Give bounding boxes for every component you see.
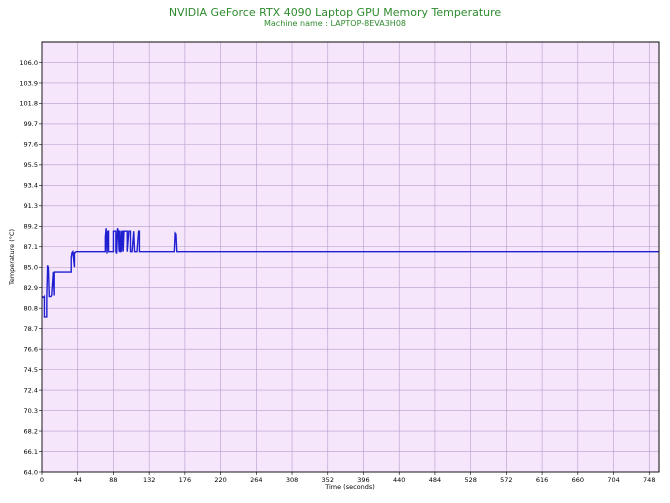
x-tick-label: 0 <box>40 476 44 484</box>
temperature-line <box>41 228 659 318</box>
chart-title: NVIDIA GeForce RTX 4090 Laptop GPU Memor… <box>168 6 502 19</box>
y-axis-ticks: 64.0 66.1 68.2 70.3 72.4 74.5 76.6 78.7 80.8 82.9… <box>19 59 42 476</box>
y-tick-label: 64.0 <box>24 468 38 476</box>
x-tick-label: 176 <box>179 476 191 484</box>
x-tick-label: 264 <box>250 476 262 484</box>
x-tick-label: 44 <box>74 476 82 484</box>
x-tick-label: 528 <box>464 476 476 484</box>
grid-lines <box>41 42 659 473</box>
y-tick-label: 72.4 <box>24 386 38 394</box>
y-tick-label: 74.5 <box>24 366 38 374</box>
y-tick-label: 78.7 <box>24 325 38 333</box>
y-tick-label: 85.0 <box>24 264 38 272</box>
x-tick-label: 748 <box>643 476 655 484</box>
y-tick-label: 99.7 <box>24 120 38 128</box>
plot-area <box>41 41 660 473</box>
x-tick-label: 352 <box>322 476 334 484</box>
x-axis-label: Time (seconds) <box>324 483 375 491</box>
x-tick-label: 484 <box>429 476 441 484</box>
x-tick-label: 308 <box>286 476 298 484</box>
x-tick-label: 572 <box>500 476 512 484</box>
x-tick-label: 88 <box>109 476 117 484</box>
x-tick-label: 704 <box>607 476 619 484</box>
y-tick-label: 70.3 <box>24 407 38 415</box>
y-tick-label: 95.5 <box>24 161 38 169</box>
x-axis-ticks: 0 44 88 132 176 220 264 308 352 396 440 484 528 572 61… <box>40 472 655 484</box>
y-tick-label: 66.1 <box>24 448 38 456</box>
x-tick-label: 440 <box>393 476 405 484</box>
y-tick-label: 97.6 <box>24 141 38 149</box>
y-axis-label: Temperature (°C) <box>8 229 16 286</box>
chart-subtitle: Machine name : LAPTOP-8EVA3H08 <box>263 19 407 28</box>
y-tick-label: 87.1 <box>24 243 38 251</box>
y-tick-label: 89.2 <box>24 223 38 231</box>
y-tick-label: 68.2 <box>24 427 38 435</box>
y-tick-label: 76.6 <box>24 345 38 353</box>
x-tick-label: 396 <box>357 476 369 484</box>
y-tick-label: 101.8 <box>19 100 38 108</box>
y-tick-label: 103.9 <box>19 79 38 87</box>
y-tick-label: 82.9 <box>24 284 38 292</box>
x-tick-label: 220 <box>214 476 226 484</box>
y-tick-label: 80.8 <box>24 304 38 312</box>
x-tick-label: 132 <box>143 476 155 484</box>
x-tick-label: 660 <box>572 476 584 484</box>
x-tick-label: 616 <box>536 476 548 484</box>
y-tick-label: 93.4 <box>24 182 38 190</box>
y-tick-label: 91.3 <box>24 202 38 210</box>
y-tick-label: 106.0 <box>19 59 38 67</box>
plot-border <box>41 41 660 473</box>
